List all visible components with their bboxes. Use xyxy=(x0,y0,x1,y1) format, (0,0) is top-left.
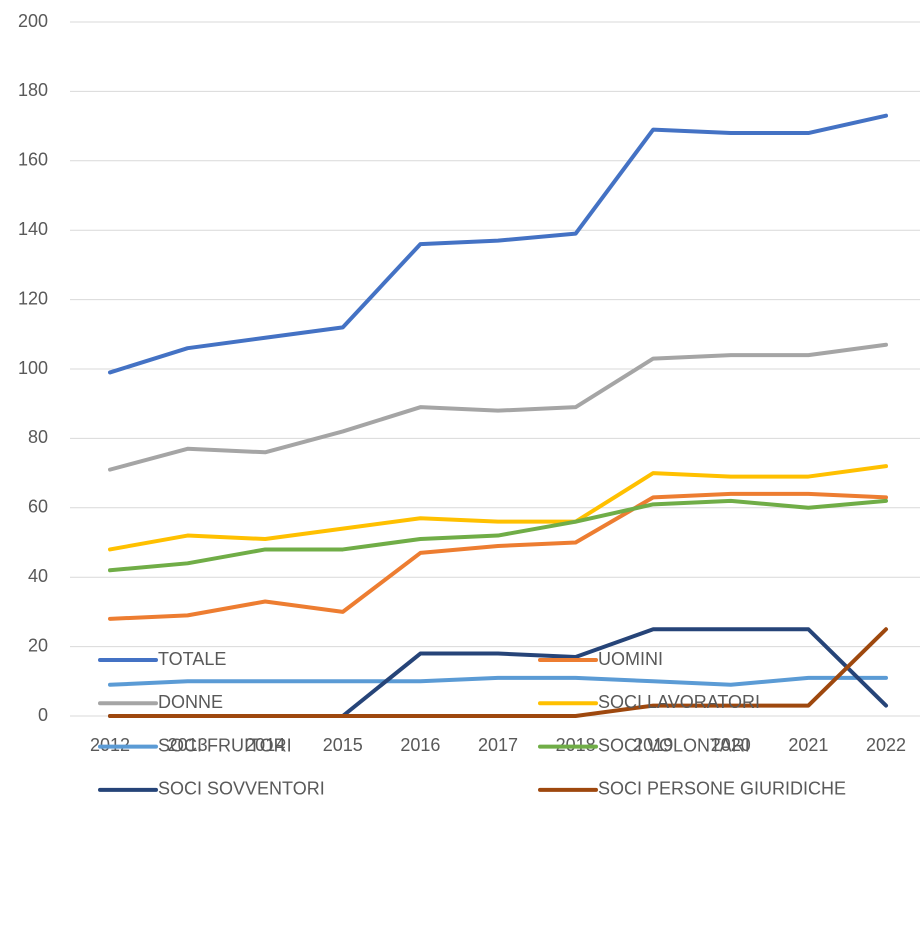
x-tick-label: 2016 xyxy=(400,735,440,755)
legend-label: TOTALE xyxy=(158,649,226,669)
legend-label: SOCI PERSONE GIURIDICHE xyxy=(598,779,846,799)
x-tick-label: 2022 xyxy=(866,735,906,755)
y-tick-label: 40 xyxy=(28,566,48,586)
legend-label: UOMINI xyxy=(598,649,663,669)
series-line xyxy=(108,464,888,552)
series-line xyxy=(108,113,888,375)
series-line xyxy=(108,627,888,718)
x-tick-label: 2017 xyxy=(478,735,518,755)
y-tick-label: 60 xyxy=(28,497,48,517)
legend-label: SOCI LAVORATORI xyxy=(598,692,760,712)
y-tick-label: 100 xyxy=(18,358,48,378)
y-tick-label: 20 xyxy=(28,635,48,655)
series-line xyxy=(108,627,888,718)
series-line xyxy=(108,498,888,573)
x-tick-label: 2019 xyxy=(633,735,673,755)
series-line xyxy=(108,491,888,621)
series-line xyxy=(108,675,888,687)
x-tick-label: 2021 xyxy=(788,735,828,755)
legend-label: SOCI FRUITORI xyxy=(158,735,292,755)
x-tick-label: 2013 xyxy=(168,735,208,755)
y-tick-label: 160 xyxy=(18,150,48,170)
x-tick-label: 2014 xyxy=(245,735,285,755)
legend-label: SOCI SOVVENTORI xyxy=(158,779,325,799)
x-tick-label: 2020 xyxy=(711,735,751,755)
x-tick-label: 2015 xyxy=(323,735,363,755)
y-tick-label: 80 xyxy=(28,427,48,447)
y-tick-label: 200 xyxy=(18,11,48,31)
legend-label: SOCI VOLONTARI xyxy=(598,735,750,755)
legend-label: DONNE xyxy=(158,692,223,712)
y-tick-label: 0 xyxy=(38,705,48,725)
y-tick-label: 140 xyxy=(18,219,48,239)
y-tick-label: 120 xyxy=(18,288,48,308)
y-tick-label: 180 xyxy=(18,80,48,100)
series-line xyxy=(108,342,888,472)
